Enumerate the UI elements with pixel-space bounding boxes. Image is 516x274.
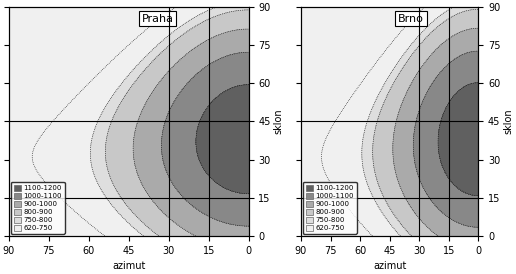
Text: Praha: Praha (141, 14, 173, 24)
Text: Brno: Brno (398, 14, 424, 24)
Legend: 1100-1200, 1000-1100, 900-1000, 800-900, 750-800, 620-750: 1100-1200, 1000-1100, 900-1000, 800-900,… (11, 182, 65, 234)
Y-axis label: sklon: sklon (273, 109, 284, 134)
Legend: 1100-1200, 1000-1100, 900-1000, 800-900, 750-800, 620-750: 1100-1200, 1000-1100, 900-1000, 800-900,… (303, 182, 357, 234)
X-axis label: azimut: azimut (112, 261, 146, 271)
X-axis label: azimut: azimut (373, 261, 406, 271)
Y-axis label: sklon: sklon (503, 109, 513, 134)
